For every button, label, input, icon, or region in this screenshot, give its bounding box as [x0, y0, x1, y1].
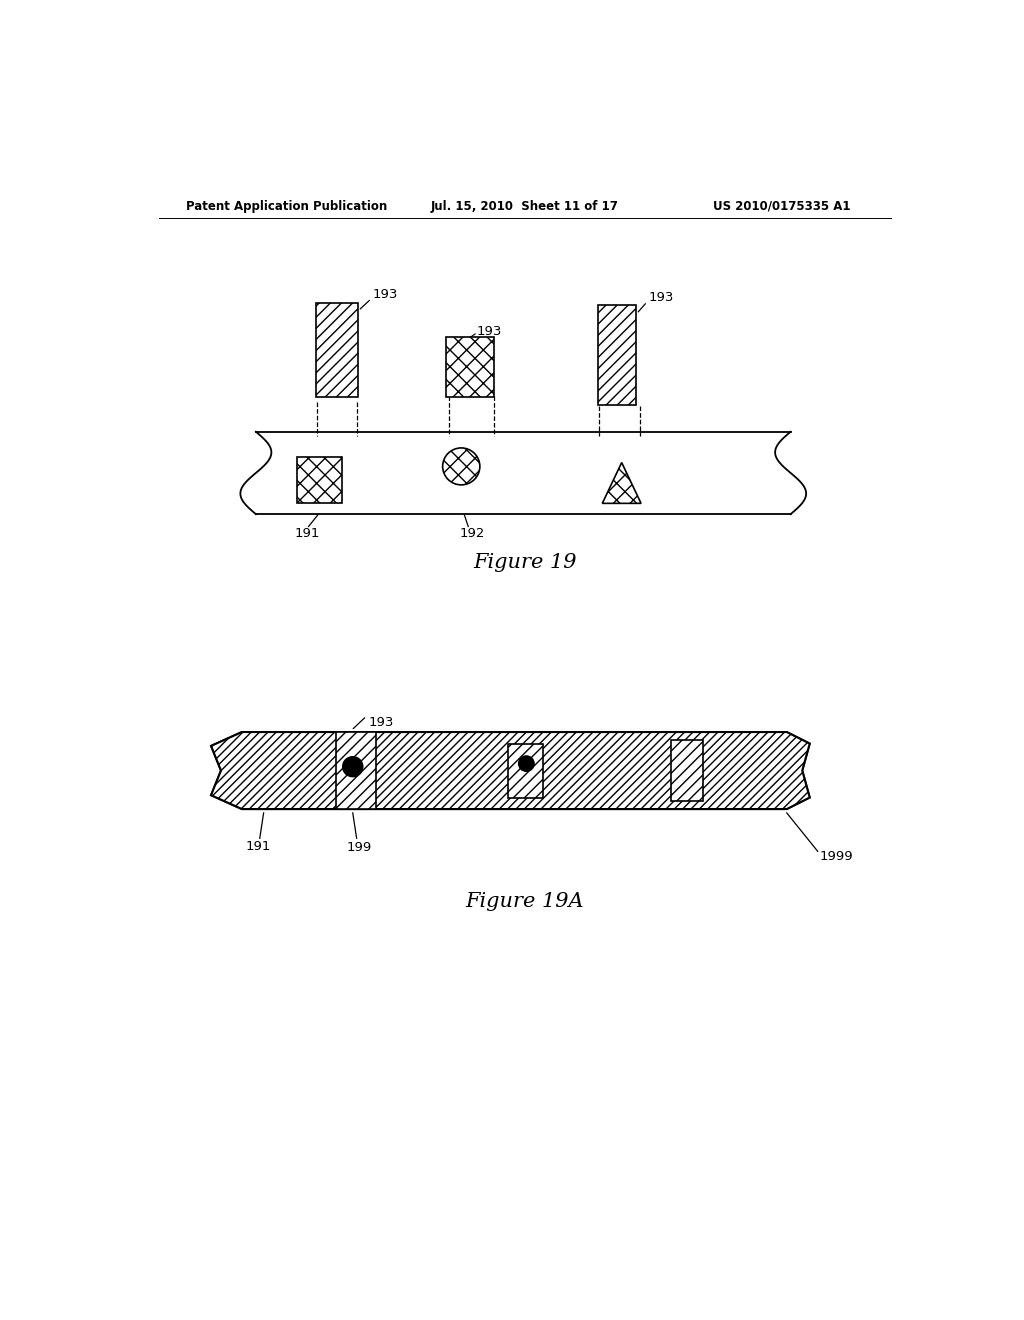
Text: Figure 19: Figure 19	[473, 553, 577, 572]
Text: US 2010/0175335 A1: US 2010/0175335 A1	[713, 199, 851, 213]
Text: 193: 193	[369, 715, 393, 729]
Bar	[315, 304, 358, 397]
Text: 1999: 1999	[819, 850, 853, 863]
Circle shape	[442, 447, 480, 484]
Text: 191: 191	[246, 840, 271, 853]
Text: Jul. 15, 2010  Sheet 11 of 17: Jul. 15, 2010 Sheet 11 of 17	[430, 199, 618, 213]
Bar	[671, 739, 703, 801]
Bar	[508, 743, 543, 797]
Circle shape	[343, 756, 362, 776]
Bar	[598, 305, 636, 405]
Text: Patent Application Publication: Patent Application Publication	[186, 199, 387, 213]
Text: Figure 19A: Figure 19A	[466, 892, 584, 911]
Polygon shape	[602, 462, 641, 503]
Bar	[256, 432, 791, 515]
Circle shape	[518, 756, 535, 771]
Text: 191: 191	[294, 527, 319, 540]
Text: 192: 192	[460, 527, 484, 540]
Polygon shape	[211, 733, 810, 809]
Bar	[336, 733, 376, 809]
Bar	[297, 457, 342, 503]
Polygon shape	[211, 733, 810, 809]
Text: 193: 193	[373, 288, 398, 301]
Bar	[445, 337, 494, 397]
Text: 193: 193	[649, 292, 674, 305]
Text: 193: 193	[477, 325, 502, 338]
Text: 199: 199	[346, 841, 372, 854]
Polygon shape	[211, 733, 810, 809]
